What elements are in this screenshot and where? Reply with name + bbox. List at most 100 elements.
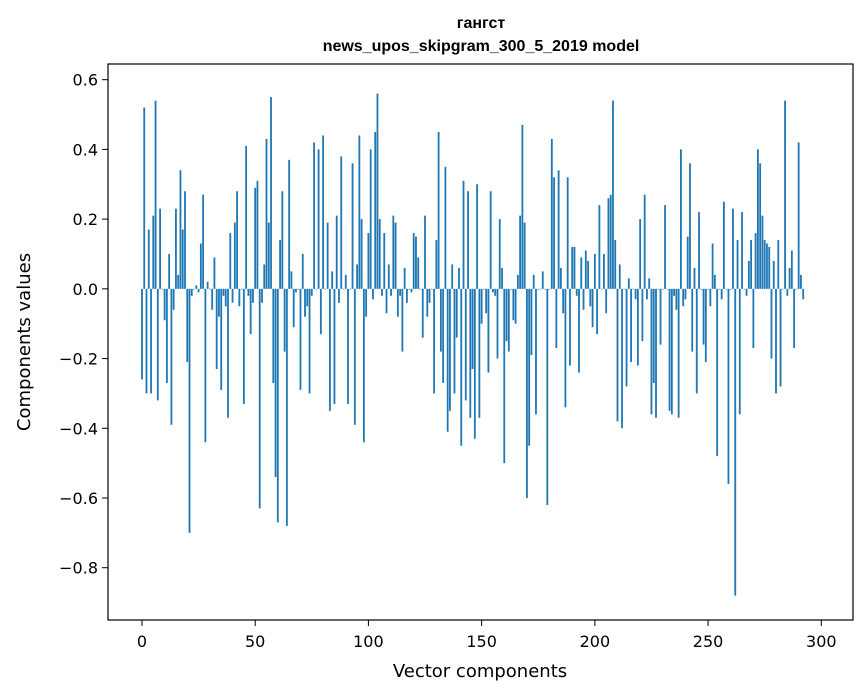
bar-152: [485, 288, 488, 314]
bar-201: [596, 288, 599, 335]
bar-261: [732, 208, 734, 289]
bar-131: [437, 131, 440, 289]
bar-228: [657, 288, 660, 290]
bar-25: [197, 288, 200, 293]
bar-279: [772, 260, 775, 289]
bar-79: [319, 288, 322, 335]
bar-280: [775, 288, 777, 394]
bar-198: [589, 288, 592, 307]
bar-6: [154, 100, 157, 289]
x-axis-ticks: 0 50 100 150 200 250 300: [137, 620, 837, 651]
bar-42: [236, 191, 238, 289]
y-tick-label: −0.2: [59, 350, 98, 369]
bar-252: [711, 243, 714, 289]
x-tick-label: 150: [466, 632, 497, 651]
bar-160: [503, 288, 506, 464]
bar-100: [367, 233, 370, 289]
bar-61: [279, 240, 281, 289]
bar-26: [199, 243, 202, 289]
bar-223: [646, 288, 648, 300]
y-tick-label: 0.2: [73, 210, 98, 229]
bar-43: [238, 288, 241, 307]
bar-281: [777, 240, 780, 289]
bar-253: [713, 274, 716, 289]
bar-155: [492, 288, 494, 293]
bar-30: [208, 288, 211, 290]
bar-54: [263, 264, 266, 289]
bar-143: [464, 288, 467, 401]
bar-141: [460, 288, 463, 446]
bar-126: [426, 288, 429, 317]
bar-51: [256, 180, 259, 289]
bar-218: [634, 288, 637, 300]
bar-165: [514, 288, 517, 324]
bar-11: [165, 288, 168, 383]
plot-frame: [107, 63, 854, 621]
bar-200: [593, 253, 596, 289]
bar-10: [163, 288, 166, 321]
y-tick-label: 0.4: [73, 140, 98, 159]
bar-159: [501, 267, 503, 289]
bar-193: [578, 288, 580, 373]
bar-186: [562, 288, 565, 314]
bar-9: [161, 288, 164, 290]
bar-235: [673, 288, 676, 296]
bar-130: [435, 240, 438, 289]
bar-194: [580, 257, 583, 289]
bar-191: [573, 247, 576, 289]
bar-134: [444, 166, 447, 289]
bar-254: [716, 288, 719, 457]
bar-7: [156, 288, 159, 401]
bar-249: [704, 288, 707, 363]
bar-288: [793, 288, 796, 349]
bar-248: [702, 288, 705, 345]
bar-209: [614, 240, 617, 289]
bar-182: [553, 177, 555, 289]
bar-66: [290, 271, 293, 289]
bar-16: [177, 274, 180, 289]
bar-84: [331, 271, 334, 289]
bar-3: [147, 229, 150, 289]
bar-212: [621, 288, 623, 429]
bar-69: [297, 288, 300, 290]
bar-244: [693, 267, 696, 289]
bar-8: [159, 208, 161, 289]
bar-106: [381, 288, 383, 296]
bar-107: [383, 233, 386, 289]
bar-40: [231, 288, 234, 303]
bar-210: [616, 288, 619, 422]
bar-55: [265, 138, 268, 289]
bar-251: [709, 288, 712, 307]
bar-19: [184, 191, 186, 289]
bar-273: [759, 163, 762, 289]
bar-75: [310, 288, 313, 296]
bar-70: [299, 288, 302, 390]
bar-87: [338, 288, 340, 303]
x-tick-label: 200: [580, 632, 611, 651]
bar-59: [274, 288, 277, 478]
bar-78: [317, 149, 320, 289]
bar-148: [476, 184, 479, 289]
bar-184: [557, 170, 560, 289]
bar-110: [390, 288, 392, 296]
bar-91: [347, 288, 349, 404]
bar-133: [442, 288, 445, 383]
bar-226: [652, 288, 655, 383]
bar-163: [510, 288, 512, 290]
bar-282: [779, 288, 782, 387]
bar-135: [446, 288, 449, 432]
bar-174: [535, 288, 537, 415]
bar-259: [727, 288, 730, 485]
bar-229: [659, 288, 662, 345]
bar-112: [394, 222, 397, 289]
bar-276: [766, 243, 768, 289]
bar-121: [415, 236, 417, 289]
bar-27: [202, 194, 205, 289]
bar-211: [618, 264, 621, 289]
chart-title: гангст: [457, 15, 506, 32]
bar-117: [406, 288, 408, 303]
bar-175: [537, 288, 540, 290]
bar-142: [462, 180, 465, 289]
bar-101: [369, 149, 372, 289]
bar-179: [546, 288, 549, 505]
